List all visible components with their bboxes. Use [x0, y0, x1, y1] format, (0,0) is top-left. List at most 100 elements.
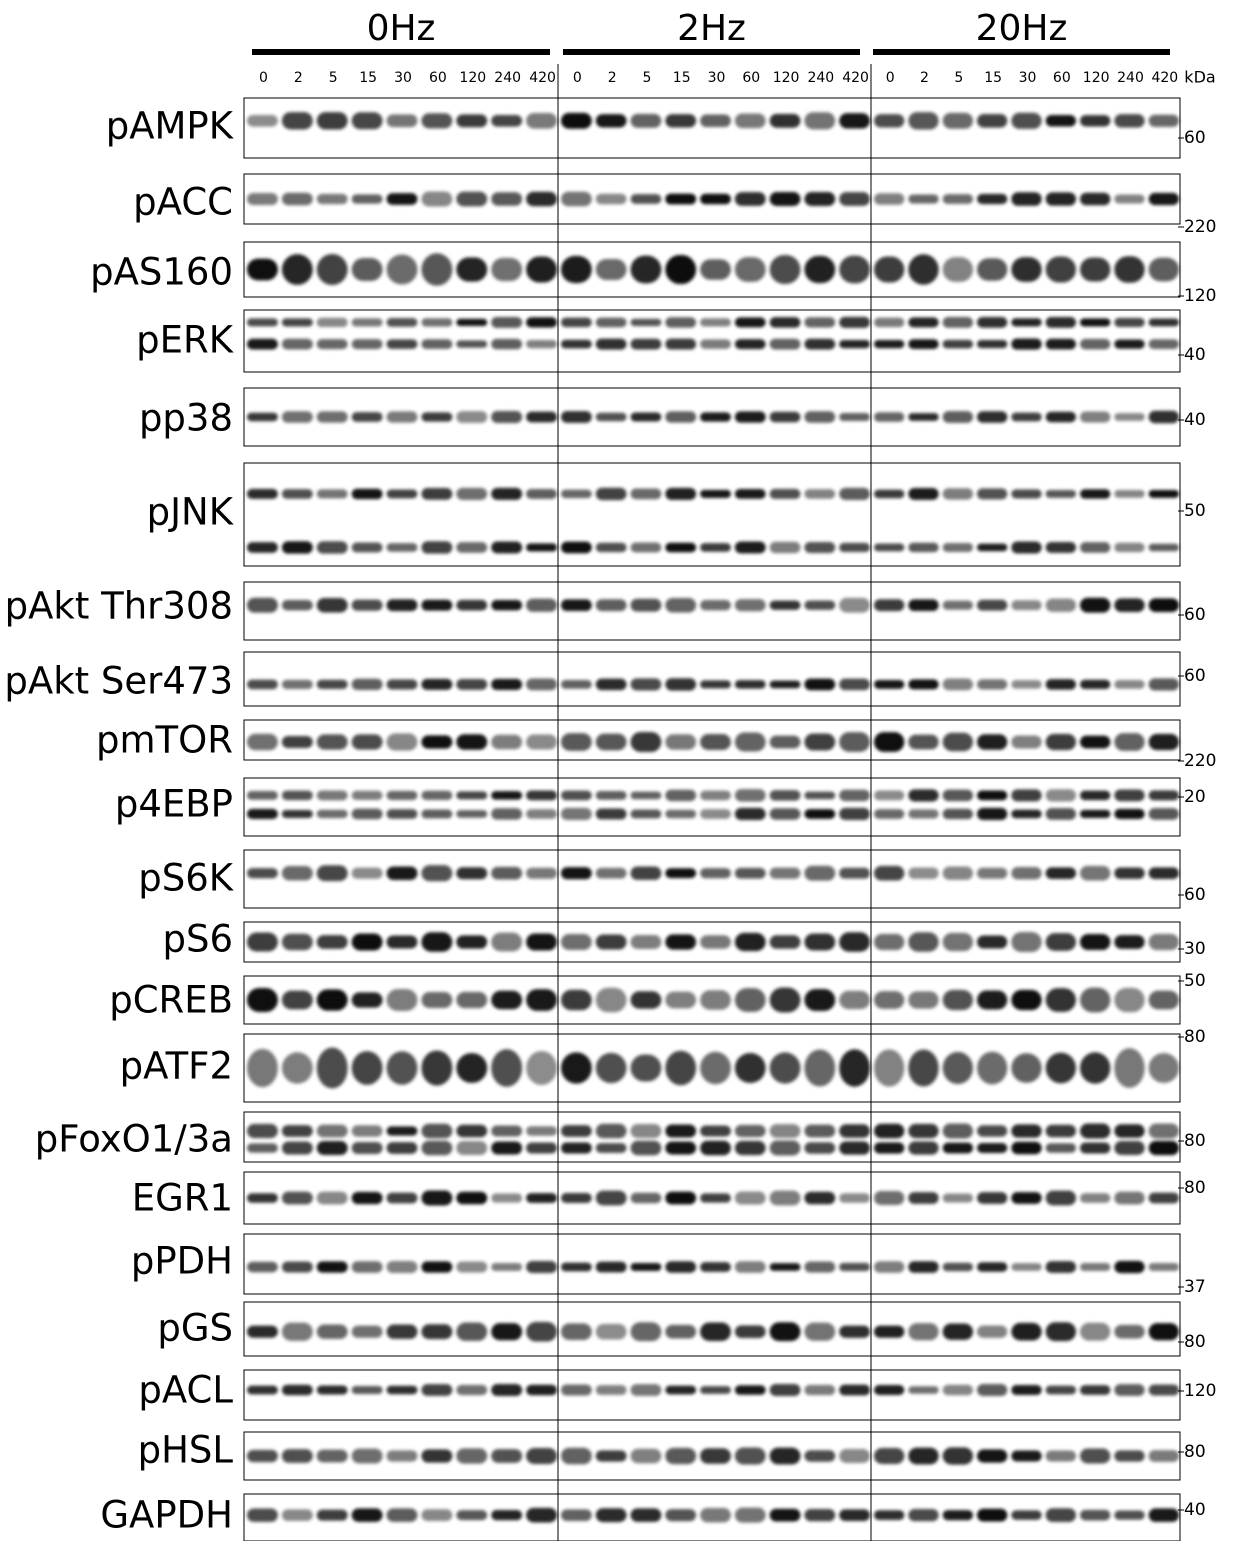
- marker-label: 40: [1184, 345, 1206, 365]
- marker-label: 60: [1184, 885, 1206, 905]
- band: [874, 256, 905, 283]
- band: [977, 679, 1008, 690]
- band: [247, 987, 278, 1013]
- band: [1080, 597, 1111, 613]
- band: [874, 991, 905, 1009]
- band: [630, 1384, 662, 1396]
- band: [316, 1509, 348, 1521]
- blot-bands: [247, 410, 1179, 424]
- band: [316, 809, 348, 819]
- band: [1011, 600, 1042, 611]
- band: [561, 680, 592, 689]
- band: [942, 411, 973, 423]
- band: [421, 1449, 453, 1463]
- band: [874, 732, 905, 752]
- band: [1114, 1260, 1145, 1274]
- band: [700, 600, 731, 611]
- marker-label: 50: [1184, 501, 1206, 521]
- band: [491, 487, 523, 500]
- band: [281, 1141, 313, 1155]
- band: [700, 1262, 731, 1272]
- band: [316, 734, 348, 750]
- band: [351, 1191, 383, 1205]
- band: [908, 254, 939, 285]
- band: [456, 1261, 488, 1273]
- band: [1080, 1052, 1111, 1084]
- band: [700, 935, 731, 949]
- row-label: pp38: [139, 397, 233, 440]
- band: [561, 1193, 592, 1203]
- blot-bands: [247, 597, 1179, 613]
- blot-frame: [243, 1233, 1181, 1295]
- band: [665, 1447, 697, 1465]
- band: [421, 599, 453, 611]
- band: [526, 339, 557, 349]
- band: [630, 318, 662, 327]
- band: [247, 338, 278, 350]
- band: [874, 114, 905, 128]
- band: [1045, 1052, 1076, 1084]
- band: [1045, 411, 1076, 423]
- band: [526, 678, 557, 691]
- band: [491, 1262, 523, 1272]
- band: [386, 599, 418, 612]
- band: [874, 1510, 905, 1521]
- band: [1148, 733, 1179, 751]
- band: [942, 339, 973, 349]
- band: [247, 1449, 278, 1463]
- band: [456, 257, 488, 282]
- band: [630, 1448, 662, 1464]
- band: [734, 789, 766, 802]
- band: [281, 112, 313, 130]
- band: [1080, 735, 1111, 749]
- unit-label: kDa: [1184, 68, 1215, 87]
- band: [769, 1263, 801, 1271]
- lane-label: 5: [329, 70, 338, 86]
- band: [1011, 932, 1042, 952]
- band: [977, 1508, 1008, 1522]
- band: [595, 678, 627, 691]
- band: [421, 541, 453, 554]
- lane-label: 240: [494, 70, 521, 86]
- band: [839, 789, 870, 802]
- band: [908, 542, 939, 553]
- band: [386, 790, 418, 800]
- band: [1148, 1384, 1179, 1396]
- band: [977, 790, 1008, 801]
- band: [247, 1193, 278, 1203]
- band: [665, 411, 697, 423]
- band: [700, 193, 731, 205]
- band: [281, 1261, 313, 1273]
- group-label: 2Hz: [677, 8, 746, 49]
- band: [769, 1124, 801, 1138]
- band: [1080, 115, 1111, 127]
- group-bar: [873, 49, 1170, 55]
- band: [595, 934, 627, 950]
- band: [386, 254, 418, 285]
- band: [456, 542, 488, 553]
- marker-label: 60: [1184, 128, 1206, 148]
- band: [734, 932, 766, 952]
- blot-frame: [243, 387, 1181, 447]
- band: [977, 807, 1008, 821]
- band: [665, 1385, 697, 1395]
- band: [595, 1052, 627, 1084]
- band: [942, 732, 973, 752]
- band: [700, 809, 731, 819]
- band: [734, 1447, 766, 1465]
- band: [1114, 1141, 1145, 1155]
- band: [769, 867, 801, 879]
- band: [421, 865, 453, 882]
- band: [561, 790, 592, 801]
- band: [1045, 338, 1076, 350]
- blot-frame: [243, 1493, 1181, 1541]
- band: [630, 1508, 662, 1522]
- band: [561, 933, 592, 951]
- group-label: 20Hz: [976, 8, 1068, 49]
- band: [421, 932, 453, 952]
- band: [630, 1124, 662, 1138]
- band: [1045, 933, 1076, 951]
- band: [977, 543, 1008, 552]
- band: [942, 600, 973, 610]
- band: [977, 193, 1008, 205]
